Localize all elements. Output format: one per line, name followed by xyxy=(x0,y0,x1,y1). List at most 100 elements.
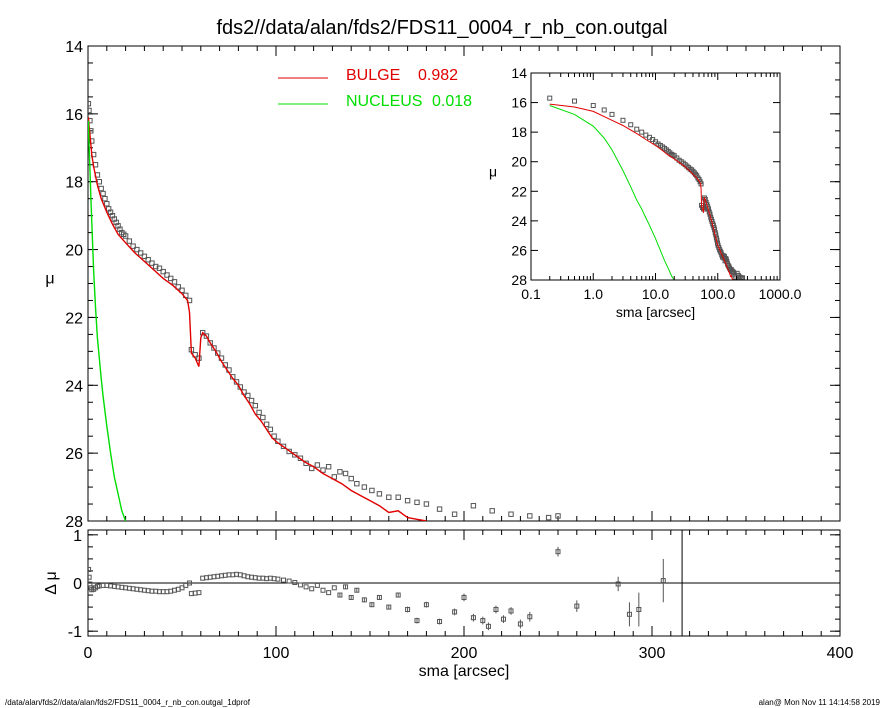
inset-nucleus-line xyxy=(549,105,675,280)
residual-point xyxy=(452,609,458,615)
main-ytick-label: 16 xyxy=(65,107,83,124)
legend-nucleus-value: 0.018 xyxy=(432,93,472,110)
main-data-point xyxy=(156,265,163,271)
residual-point xyxy=(508,608,514,614)
residual-point xyxy=(405,607,411,612)
residual-xlabel: sma [arcsec] xyxy=(419,663,510,680)
residual-point xyxy=(480,618,486,624)
residual-point xyxy=(517,621,523,627)
inset-ylabel: μ xyxy=(489,164,497,180)
residual-point xyxy=(88,567,92,573)
residual-point xyxy=(493,607,499,612)
main-data-point xyxy=(436,506,443,512)
residual-point xyxy=(196,590,202,596)
inset-xtick-label: 10.0 xyxy=(642,286,669,302)
residual-point xyxy=(354,587,360,593)
inset-data-point xyxy=(547,95,553,101)
residual-point xyxy=(660,578,666,584)
inset-ytick-label: 14 xyxy=(511,65,527,81)
main-data-point xyxy=(314,462,321,468)
main-data-point xyxy=(376,491,383,497)
inset-ytick-label: 22 xyxy=(511,183,527,199)
inset-data-point xyxy=(668,151,674,157)
main-data-point xyxy=(211,345,217,351)
main-data-point xyxy=(141,253,148,260)
residual-ylabel: Δ μ xyxy=(43,571,60,594)
main-data-point xyxy=(152,263,159,270)
main-data-point xyxy=(395,494,401,500)
footer-left: /data/alan/fds2//data/alan/fds2/FDS11_00… xyxy=(5,698,251,707)
inset-data-point xyxy=(601,107,607,113)
main-data-point xyxy=(527,513,533,519)
residual-xtick-label: 0 xyxy=(84,645,93,662)
residual-point xyxy=(337,592,343,598)
inset-data-point xyxy=(717,247,723,253)
main-data-point xyxy=(404,497,411,504)
main-data-point xyxy=(414,499,420,506)
residual-xtick-label: 100 xyxy=(263,645,290,662)
inset-ytick-label: 16 xyxy=(511,95,527,111)
residual-xtick-label: 200 xyxy=(451,645,478,662)
residual-point xyxy=(470,615,476,621)
main-data-point xyxy=(130,243,136,249)
residual-xtick-label: 400 xyxy=(827,645,854,662)
main-ytick-label: 14 xyxy=(65,39,83,56)
inset-xtick-label: 1000.0 xyxy=(759,286,802,302)
residual-point xyxy=(361,597,367,603)
main-data-point xyxy=(168,275,174,282)
residual-ytick-label: -1 xyxy=(68,624,82,641)
inset-bulge-line xyxy=(549,103,734,280)
inset-data-point xyxy=(634,126,640,132)
residual-point xyxy=(309,586,315,592)
inset-ytick-label: 20 xyxy=(511,154,527,170)
residual-point xyxy=(555,549,561,555)
inset-xtick-label: 0.1 xyxy=(521,286,541,302)
residual-point xyxy=(527,614,533,620)
main-data-point xyxy=(122,233,129,239)
chart-title: fds2//data/alan/fds2/FDS11_0004_r_nb_con… xyxy=(216,17,667,39)
legend-nucleus-label: NUCLEUS xyxy=(346,93,422,110)
residual-point xyxy=(386,604,392,610)
residual-xtick-label: 300 xyxy=(639,645,666,662)
main-data-point xyxy=(252,402,259,409)
main-data-point xyxy=(88,117,93,124)
residual-ytick-label: 0 xyxy=(73,576,82,593)
main-data-point xyxy=(245,392,251,399)
residual-point xyxy=(437,619,443,625)
legend-bulge-value: 0.982 xyxy=(418,67,458,84)
main-data-point xyxy=(361,484,368,490)
residual-point xyxy=(414,618,420,624)
main-data-point xyxy=(292,452,298,458)
main-data-point xyxy=(271,433,277,439)
inset-data-point xyxy=(689,167,695,173)
residual-point xyxy=(331,585,337,591)
inset-xtick-label: 1.0 xyxy=(584,286,604,302)
main-data-point xyxy=(207,340,213,346)
main-data-point xyxy=(203,333,210,339)
main-data-point xyxy=(126,238,133,244)
main-data-point xyxy=(489,508,495,514)
main-data-point xyxy=(179,287,185,293)
inset-data-point xyxy=(572,98,578,104)
inset-ytick-label: 26 xyxy=(511,242,527,258)
inset-data-point xyxy=(639,129,645,135)
main-nucleus-line xyxy=(88,120,127,521)
main-data-point xyxy=(423,501,430,507)
main-data-point xyxy=(369,487,375,494)
main-data-point xyxy=(267,426,274,433)
main-data-point xyxy=(545,514,552,521)
main-ylabel: μ xyxy=(45,271,54,288)
main-data-point xyxy=(297,455,304,461)
main-data-point xyxy=(175,284,181,290)
residual-ytick-label: 1 xyxy=(73,528,82,545)
main-data-point xyxy=(88,107,92,114)
inset-data-point xyxy=(628,122,634,128)
footer-right: alan@ Mon Nov 11 14:14:58 2019 xyxy=(759,698,881,707)
inset-data-point xyxy=(609,111,615,117)
inset-data-point xyxy=(702,196,708,202)
inset-data-point xyxy=(670,152,676,158)
residual-point xyxy=(320,587,326,593)
main-data-point xyxy=(451,511,458,517)
main-data-point xyxy=(470,503,477,509)
